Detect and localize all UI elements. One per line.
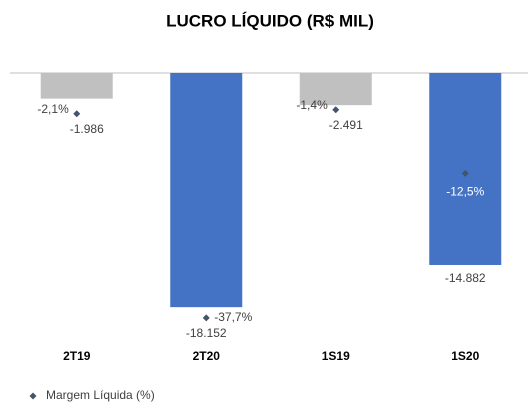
bar (170, 73, 243, 308)
bar (40, 73, 113, 99)
margin-label: -12,5% (446, 185, 484, 199)
margin-marker (461, 169, 469, 177)
legend-marker (29, 392, 37, 400)
value-label: -2.491 (329, 118, 363, 132)
bar (429, 73, 502, 265)
margin-label: -37,7% (214, 310, 252, 324)
value-label: -1.986 (70, 122, 104, 136)
bar (299, 73, 372, 106)
x-tick-label: 1S20 (451, 349, 479, 363)
x-tick-label: 2T19 (63, 349, 91, 363)
legend-label: Margem Líquida (%) (46, 388, 155, 402)
margin-marker (202, 314, 210, 322)
chart-title: LUCRO LÍQUIDO (R$ MIL) (166, 11, 374, 30)
margin-label: -1,4% (296, 98, 328, 112)
margin-marker (73, 110, 81, 118)
margin-marker (332, 106, 340, 114)
value-label: -14.882 (445, 271, 486, 285)
value-label: -18.152 (186, 326, 227, 340)
x-tick-label: 2T20 (193, 349, 221, 363)
margin-label: -2,1% (37, 102, 69, 116)
x-tick-label: 1S19 (322, 349, 350, 363)
